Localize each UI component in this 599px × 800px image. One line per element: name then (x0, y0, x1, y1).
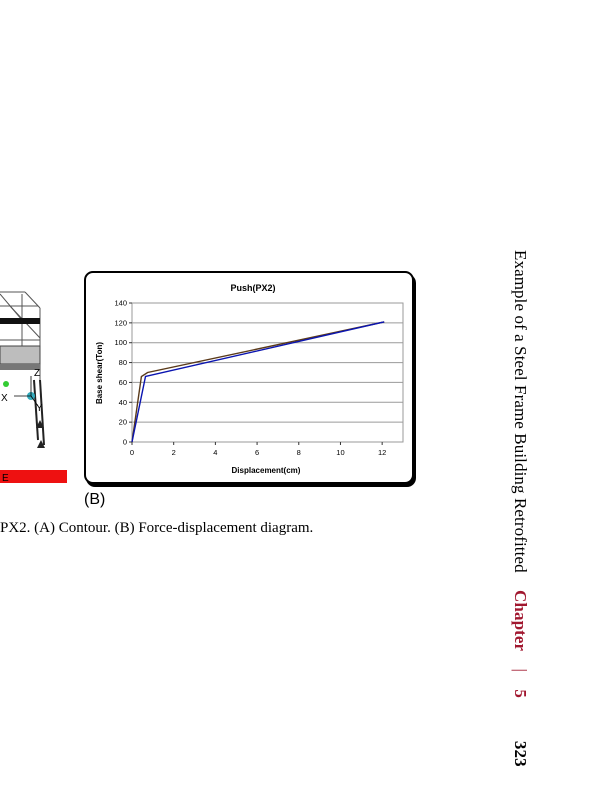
x-tick-label: 8 (297, 448, 301, 457)
x-axis-ticks: 0 2 4 6 8 10 12 (130, 442, 386, 457)
y-tick-label: 140 (114, 299, 127, 308)
y-tick-label: 0 (123, 438, 127, 447)
y-tick-label: 100 (114, 338, 127, 347)
chart-title: Push(PX2) (230, 283, 275, 293)
legend-letter: E (2, 473, 9, 484)
axis-y-label: Y (36, 403, 43, 414)
x-tick-label: 6 (255, 448, 259, 457)
plot-area (131, 302, 404, 443)
y-tick-label: 80 (119, 358, 127, 367)
series-layer (131, 321, 385, 443)
series-line-2 (131, 321, 385, 443)
frame-contour-fragment: Z X Y E (0, 280, 80, 490)
series-line-1 (131, 321, 385, 443)
y-tick-label: 60 (119, 378, 127, 387)
y-tick-label: 120 (114, 318, 127, 327)
x-tick-label: 10 (336, 448, 344, 457)
chapter-separator: | (511, 668, 530, 673)
chart-card: Push(PX2) 0 20 40 60 80 100 120 140 0 2 4 6 8 10 12 D… (84, 271, 414, 484)
book-section-title: Example of a Steel Frame Building Retrof… (511, 250, 530, 573)
running-header: Example of a Steel Frame Building Retrof… (510, 250, 530, 767)
x-tick-label: 0 (130, 448, 134, 457)
chapter-number: 5 (511, 689, 530, 698)
axis-z-label: Z (34, 368, 40, 379)
y-axis-title: Base shear(Ton) (95, 342, 104, 404)
chapter-word: Chapter (511, 590, 530, 652)
force-displacement-chart: Push(PX2) 0 20 40 60 80 100 120 140 0 2 4 6 8 10 12 D… (95, 283, 404, 475)
x-tick-label: 4 (213, 448, 217, 457)
legend-bar (0, 470, 67, 483)
x-tick-label: 2 (172, 448, 176, 457)
grid-layer (132, 322, 403, 423)
axis-x-label: X (1, 393, 8, 404)
y-axis-ticks: 0 20 40 60 80 100 120 140 (114, 299, 132, 447)
panel-b-label: (B) (84, 491, 106, 508)
y-tick-label: 20 (119, 418, 127, 427)
figure-caption: PX2. (A) Contour. (B) Force-displacement… (0, 520, 314, 536)
frame-drawing: Z X Y E (0, 291, 67, 484)
x-axis-title: Displacement(cm) (232, 466, 301, 475)
x-tick-label: 12 (378, 448, 386, 457)
page-number: 323 (511, 740, 530, 767)
y-tick-label: 40 (119, 398, 127, 407)
